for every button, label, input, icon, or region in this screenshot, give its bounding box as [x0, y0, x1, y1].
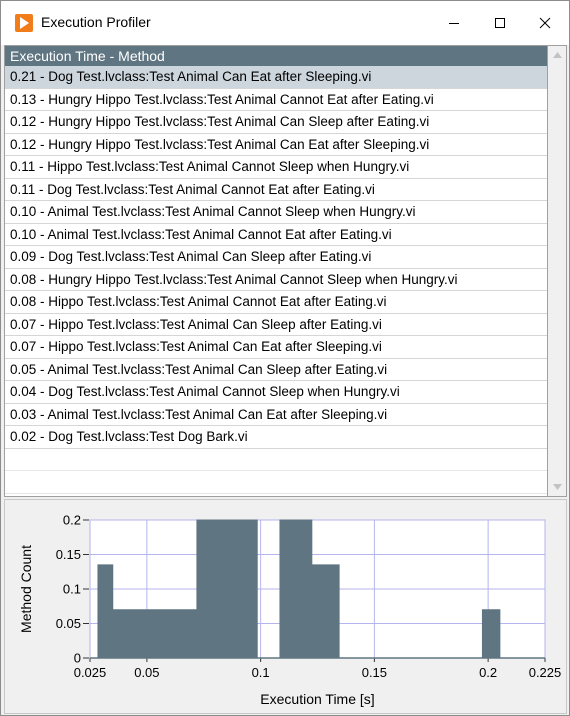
list-item[interactable]: 0.10 - Animal Test.lvclass:Test Animal C…	[5, 201, 547, 224]
window-title: Execution Profiler	[41, 14, 151, 30]
x-tick-label: 0.15	[362, 665, 387, 680]
list-header[interactable]: Execution Time - Method	[5, 46, 547, 66]
maximize-icon	[495, 18, 505, 28]
list-item[interactable]: 0.09 - Dog Test.lvclass:Test Animal Can …	[5, 246, 547, 269]
histogram-series	[97, 519, 501, 659]
histogram-panel: 0.025 0.05 0.1 0.15 0.2 0.225 0 0.05 0.1 0.15 0.2 E…	[4, 499, 567, 714]
y-axis-label: Method Count	[18, 545, 34, 633]
x-tick-label: 0.1	[252, 665, 270, 680]
minimize-button[interactable]	[431, 1, 477, 45]
list-item[interactable]: 0.13 - Hungry Hippo Test.lvclass:Test An…	[5, 89, 547, 111]
list-item[interactable]: 0.05 - Animal Test.lvclass:Test Animal C…	[5, 359, 547, 381]
list-item[interactable]: 0.02 - Dog Test.lvclass:Test Dog Bark.vi	[5, 426, 547, 449]
x-tick-label: 0.025	[74, 665, 107, 680]
close-button[interactable]	[522, 1, 568, 45]
play-icon	[15, 14, 33, 32]
x-tick-label: 0.05	[134, 665, 159, 680]
list-item[interactable]: 0.08 - Hungry Hippo Test.lvclass:Test An…	[5, 269, 547, 291]
list-item[interactable]: 0.03 - Animal Test.lvclass:Test Animal C…	[5, 404, 547, 426]
y-tick-label: 0.15	[56, 547, 81, 562]
close-icon	[539, 17, 551, 29]
x-tick-label: 0.2	[479, 665, 497, 680]
maximize-button[interactable]	[477, 1, 523, 45]
list-item-empty[interactable]	[5, 449, 547, 471]
list-item[interactable]: 0.08 - Hippo Test.lvclass:Test Animal Ca…	[5, 291, 547, 314]
x-tick-label: 0.225	[529, 665, 562, 680]
execution-time-histogram: 0.025 0.05 0.1 0.15 0.2 0.225 0 0.05 0.1 0.15 0.2 E…	[18, 513, 562, 708]
method-listbox[interactable]: Execution Time - Method 0.21 - Dog Test.…	[4, 45, 548, 497]
list-item[interactable]: 0.21 - Dog Test.lvclass:Test Animal Can …	[5, 66, 547, 89]
list-item[interactable]: 0.04 - Dog Test.lvclass:Test Animal Cann…	[5, 381, 547, 404]
list-item[interactable]: 0.12 - Hungry Hippo Test.lvclass:Test An…	[5, 134, 547, 156]
minimize-icon	[449, 23, 459, 24]
list-item[interactable]: 0.07 - Hippo Test.lvclass:Test Animal Ca…	[5, 314, 547, 336]
y-tick-label: 0.05	[56, 616, 81, 631]
vertical-scrollbar[interactable]	[548, 45, 567, 497]
list-rows: 0.21 - Dog Test.lvclass:Test Animal Can …	[5, 66, 547, 494]
list-item[interactable]: 0.12 - Hungry Hippo Test.lvclass:Test An…	[5, 111, 547, 134]
y-tick-label: 0.1	[63, 582, 81, 597]
list-item[interactable]: 0.11 - Dog Test.lvclass:Test Animal Cann…	[5, 179, 547, 201]
y-tick-label: 0	[74, 651, 81, 666]
chevron-down-icon[interactable]	[553, 484, 562, 490]
list-item[interactable]: 0.07 - Hippo Test.lvclass:Test Animal Ca…	[5, 336, 547, 359]
title-bar[interactable]: Execution Profiler	[1, 1, 569, 45]
y-tick-label: 0.2	[63, 513, 81, 528]
chevron-up-icon[interactable]	[553, 52, 562, 58]
list-item[interactable]: 0.10 - Animal Test.lvclass:Test Animal C…	[5, 224, 547, 246]
x-axis-label: Execution Time [s]	[260, 691, 374, 707]
list-item-empty[interactable]	[5, 471, 547, 494]
list-item[interactable]: 0.11 - Hippo Test.lvclass:Test Animal Ca…	[5, 156, 547, 179]
